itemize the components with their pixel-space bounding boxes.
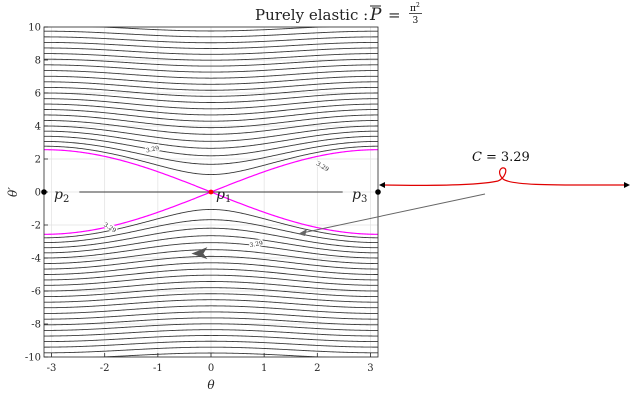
- contour-open-orbit-upper: [44, 140, 378, 165]
- contour-label: 3.29: [144, 143, 160, 155]
- x-axis-label: θ: [207, 378, 215, 392]
- contour-open-orbit-lower: [44, 262, 378, 275]
- title-fraction: π 2 3: [409, 2, 422, 26]
- y-tick-label: 4: [35, 122, 41, 133]
- title-symbol: P: [369, 5, 382, 25]
- y-tick-label: -4: [31, 254, 41, 265]
- contour-open-orbit-upper: [44, 135, 378, 157]
- contour-open-orbit-lower: [44, 329, 378, 337]
- contour-open-orbit-lower: [44, 227, 378, 249]
- callout: C = 3.29: [298, 150, 630, 236]
- contour-open-orbit-lower: [44, 274, 378, 286]
- contour-open-orbit-lower: [44, 335, 378, 343]
- contour-open-orbit-upper: [44, 30, 378, 38]
- contour-open-orbit-upper: [44, 92, 378, 103]
- contour-open-orbit-upper: [44, 41, 378, 49]
- contour-lines: [44, 27, 378, 357]
- contour-open-orbit-upper: [44, 70, 378, 79]
- title-numerator: π: [410, 4, 416, 14]
- y-tick-label: -2: [31, 221, 41, 232]
- x-tick-label: 3: [367, 363, 373, 374]
- y-axis-label: θ′: [6, 187, 20, 197]
- callout-arrow-left: [379, 182, 385, 188]
- x-tick-label: -2: [100, 363, 110, 374]
- callout-label: C = 3.29: [472, 150, 530, 165]
- contour-open-orbit-upper: [44, 114, 378, 129]
- contour-open-orbit-upper: [44, 98, 378, 110]
- contour-open-orbit-lower: [44, 346, 378, 354]
- y-tick-label: 0: [35, 188, 41, 199]
- callout-pointer-head: [298, 229, 307, 236]
- contour-open-orbit-lower: [44, 311, 378, 320]
- y-tick-label: 8: [35, 56, 41, 67]
- contour-open-orbit-lower: [44, 340, 378, 348]
- callout-trajectory: [382, 167, 625, 186]
- svg-text:3.29: 3.29: [145, 145, 160, 155]
- y-tick-label: 10: [28, 23, 41, 34]
- contour-open-orbit-lower: [44, 317, 378, 326]
- contour-open-orbit-upper: [44, 53, 378, 61]
- contour-open-orbit-lower: [44, 305, 378, 314]
- title-text: Purely elastic :: [255, 6, 368, 24]
- y-tick-label: 2: [35, 155, 41, 166]
- contour-open-orbit-lower: [44, 235, 378, 254]
- contour-open-orbit-upper: [92, 27, 330, 32]
- point-marker-p3: [375, 189, 381, 195]
- contour-open-orbit-lower: [44, 219, 378, 244]
- x-tick-label: -1: [153, 363, 163, 374]
- contour-open-orbit-lower: [44, 242, 378, 259]
- callout-arrow-right: [624, 182, 630, 188]
- title-denominator: 3: [413, 16, 419, 26]
- y-tick-label: -8: [31, 320, 41, 331]
- contour-open-orbit-upper: [44, 47, 378, 55]
- contour-open-orbit-upper: [44, 103, 378, 116]
- contour-label: 3.29: [248, 238, 264, 249]
- contour-open-orbit-lower: [44, 268, 378, 281]
- contour-open-orbit-upper: [44, 120, 378, 135]
- contour-open-orbit-lower: [44, 255, 378, 270]
- contour-open-orbit-lower: [44, 281, 378, 292]
- contour-open-orbit-lower: [44, 249, 378, 264]
- title-equals: =: [388, 6, 401, 24]
- contour-open-orbit-lower: [44, 323, 378, 331]
- y-tick-label: -10: [25, 353, 41, 364]
- x-tick-label: 2: [314, 363, 320, 374]
- svg-text:3.29: 3.29: [249, 240, 264, 249]
- contour-open-orbit-upper: [44, 109, 378, 122]
- point-marker-p1: [208, 189, 214, 195]
- chart-title: Purely elastic : P = π 2 3: [255, 2, 422, 26]
- x-tick-label: 0: [208, 363, 214, 374]
- contour-open-orbit-upper: [44, 75, 378, 85]
- contour-open-orbit-upper: [44, 130, 378, 149]
- flow-arrow: [191, 247, 208, 260]
- callout-pointer-line: [301, 193, 486, 234]
- contour-open-orbit-upper: [44, 145, 378, 175]
- contour-open-orbit-lower: [44, 293, 378, 303]
- point-marker-p2: [41, 189, 47, 195]
- contour-open-orbit-upper: [44, 81, 378, 91]
- title-numerator-power: 2: [416, 2, 420, 9]
- contour-open-orbit-lower: [44, 209, 378, 239]
- contour-open-orbit-lower: [44, 299, 378, 309]
- y-tick-label: 6: [35, 89, 41, 100]
- contour-open-orbit-lower: [44, 287, 378, 298]
- contour-open-orbit-upper: [44, 64, 378, 73]
- x-tick-label: 1: [261, 363, 267, 374]
- contour-open-orbit-upper: [44, 125, 378, 142]
- contour-open-orbit-upper: [44, 58, 378, 67]
- contour-open-orbit-upper: [44, 36, 378, 44]
- contour-open-orbit-upper: [44, 86, 378, 97]
- x-tick-label: -3: [47, 363, 57, 374]
- y-tick-label: -6: [31, 287, 41, 298]
